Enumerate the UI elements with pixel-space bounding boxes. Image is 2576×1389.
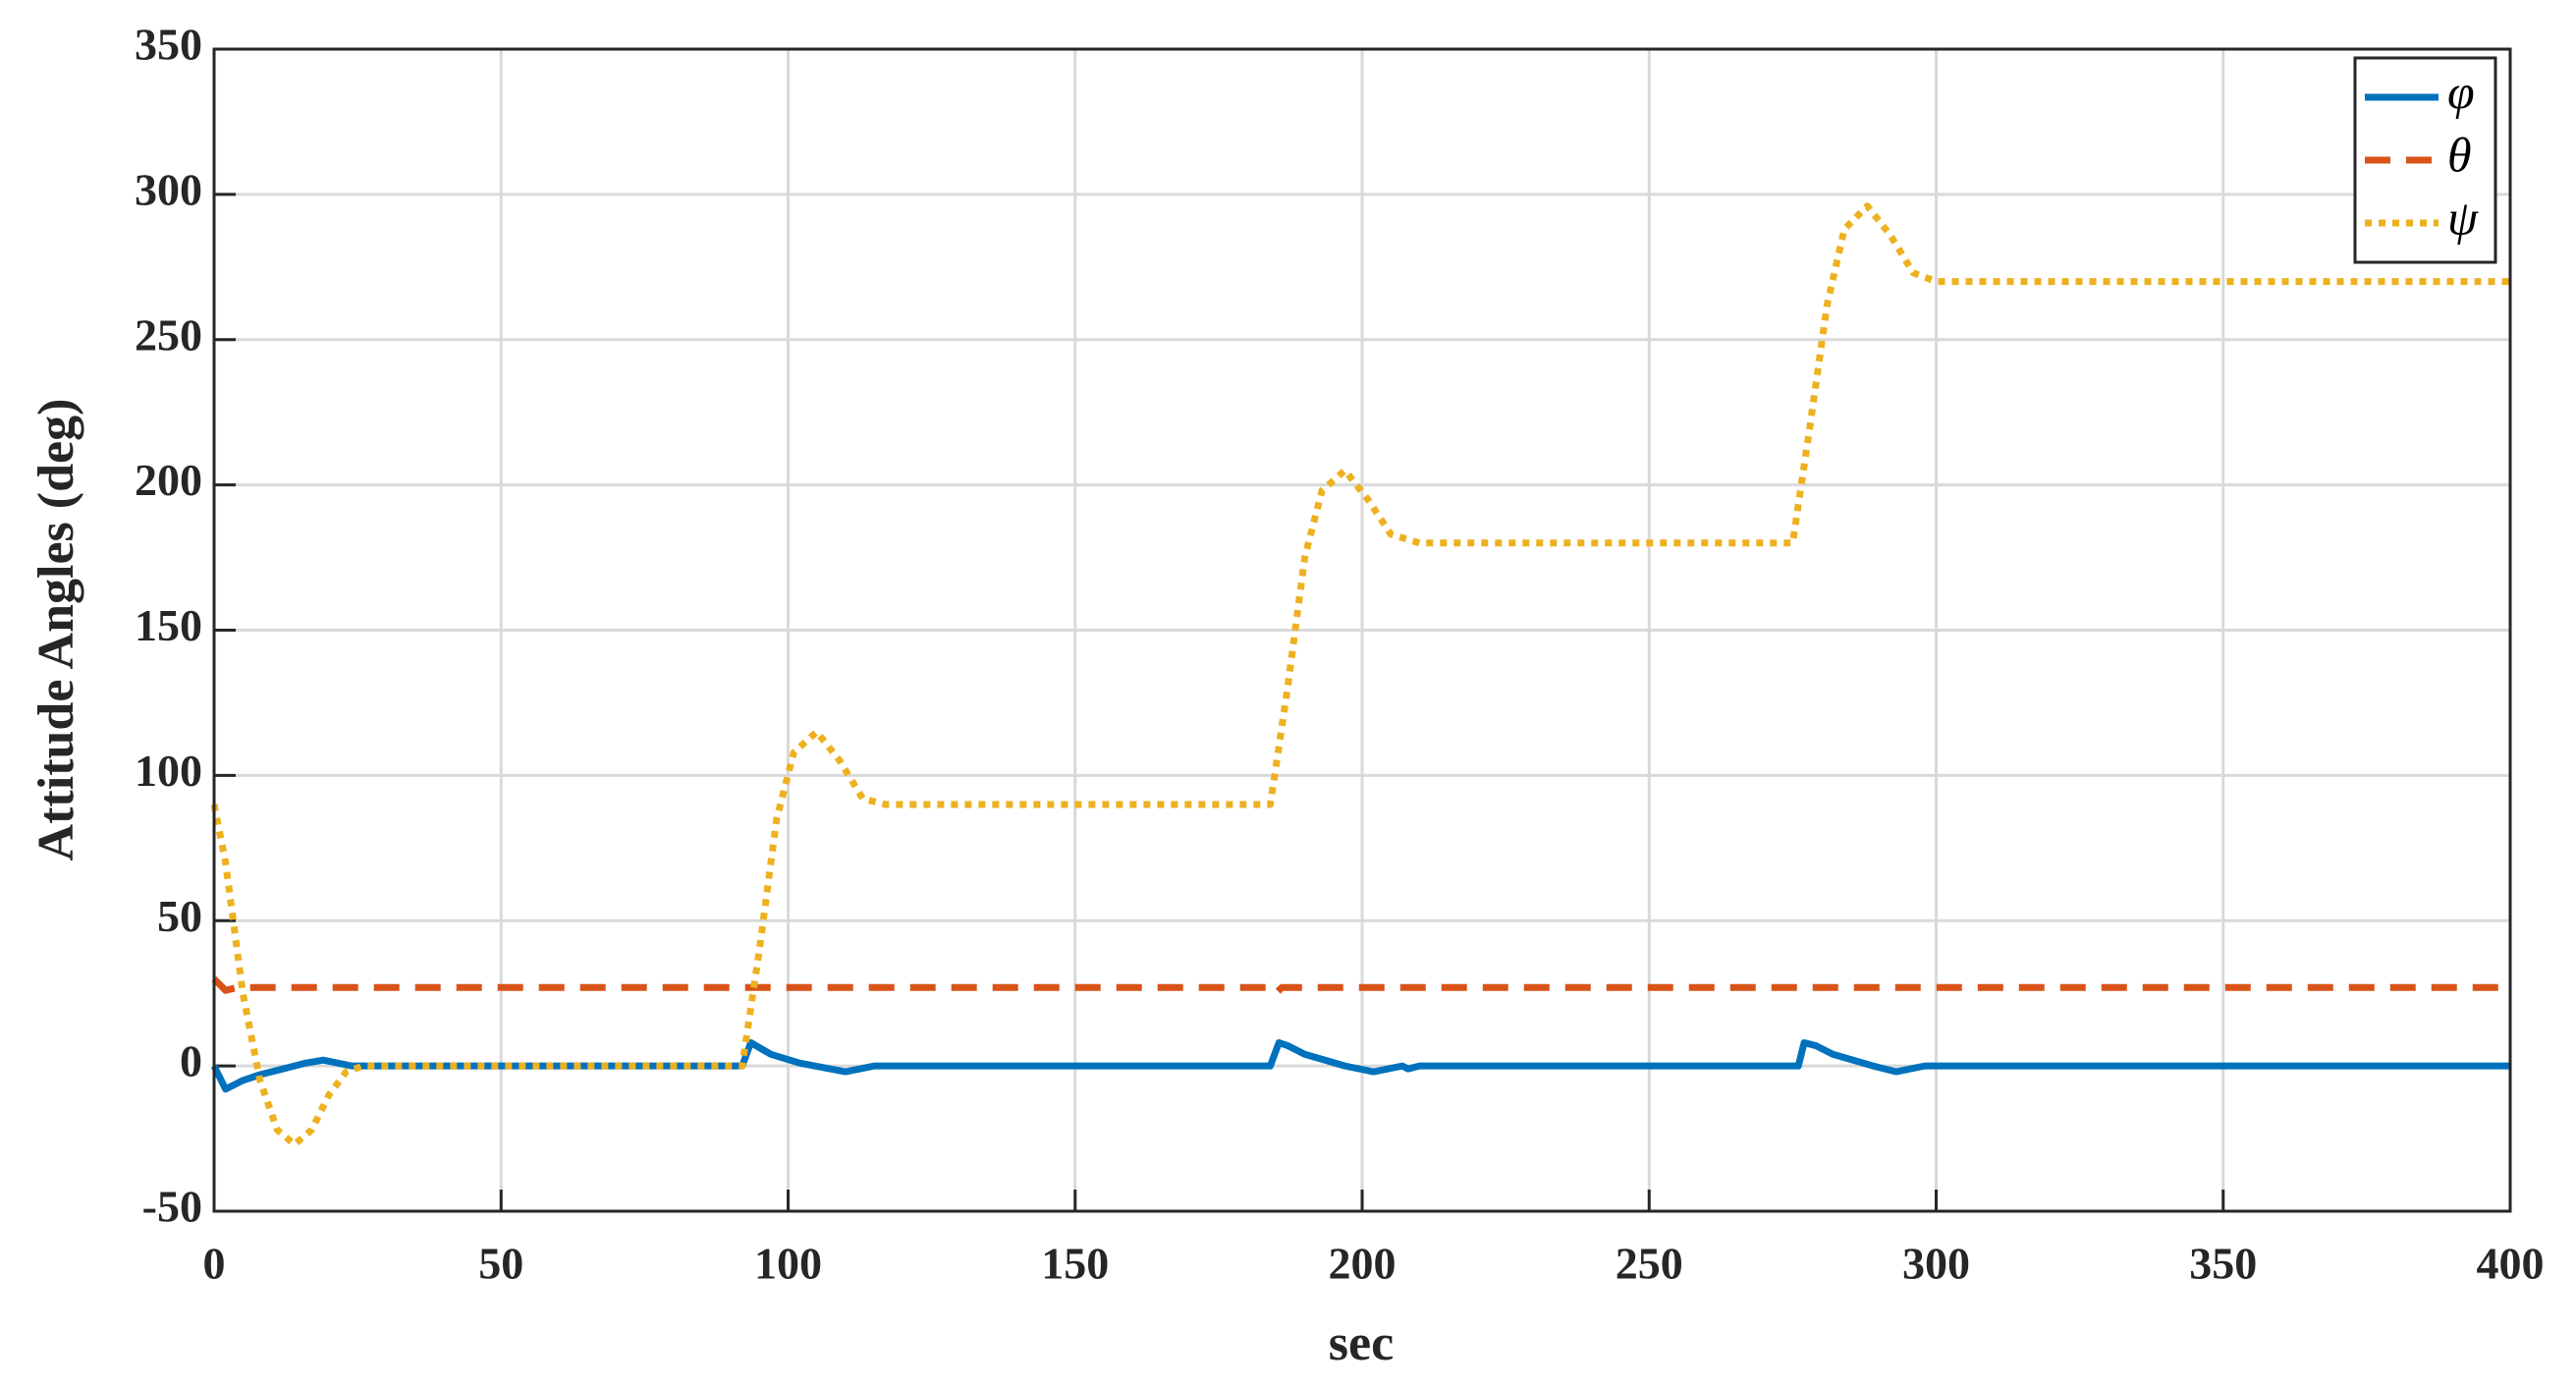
x-axis-label: sec (1329, 1315, 1394, 1371)
plot-frame (212, 47, 2512, 1213)
x-tick-label: 400 (2477, 1239, 2545, 1289)
x-tick-label: 350 (2189, 1239, 2257, 1289)
y-tick-label: 100 (135, 746, 202, 796)
legend-label: ψ (2447, 190, 2479, 245)
legend-label: θ (2447, 127, 2472, 182)
x-tick-label: 200 (1329, 1239, 1397, 1289)
y-tick-label: 0 (180, 1036, 202, 1086)
y-tick-label: 50 (157, 891, 202, 941)
y-tick-label: 350 (135, 20, 202, 70)
legend: φθψ (2353, 56, 2497, 264)
data-line (210, 1038, 2510, 1093)
x-tick-label: 50 (478, 1239, 523, 1289)
y-tick-label: 250 (135, 309, 202, 360)
legend-label: φ (2447, 64, 2475, 119)
data-line (211, 975, 2510, 997)
y-tick-label: -50 (142, 1182, 202, 1232)
x-tick-label: 150 (1041, 1239, 1109, 1289)
x-tick-label: 100 (754, 1239, 822, 1289)
y-tick-label: 300 (135, 164, 202, 214)
y-axis-label: Attitude Angles (deg) (28, 399, 84, 861)
y-tick-label: 200 (135, 455, 202, 505)
x-tick-label: 300 (1902, 1239, 1970, 1289)
y-tick-label: 150 (135, 600, 202, 650)
data-line (210, 202, 2510, 1148)
x-tick-label: 250 (1616, 1239, 1683, 1289)
x-tick-label: 0 (203, 1239, 226, 1289)
